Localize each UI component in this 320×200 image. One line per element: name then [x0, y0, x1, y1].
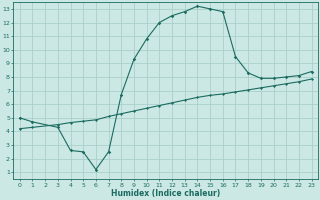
X-axis label: Humidex (Indice chaleur): Humidex (Indice chaleur)	[111, 189, 220, 198]
